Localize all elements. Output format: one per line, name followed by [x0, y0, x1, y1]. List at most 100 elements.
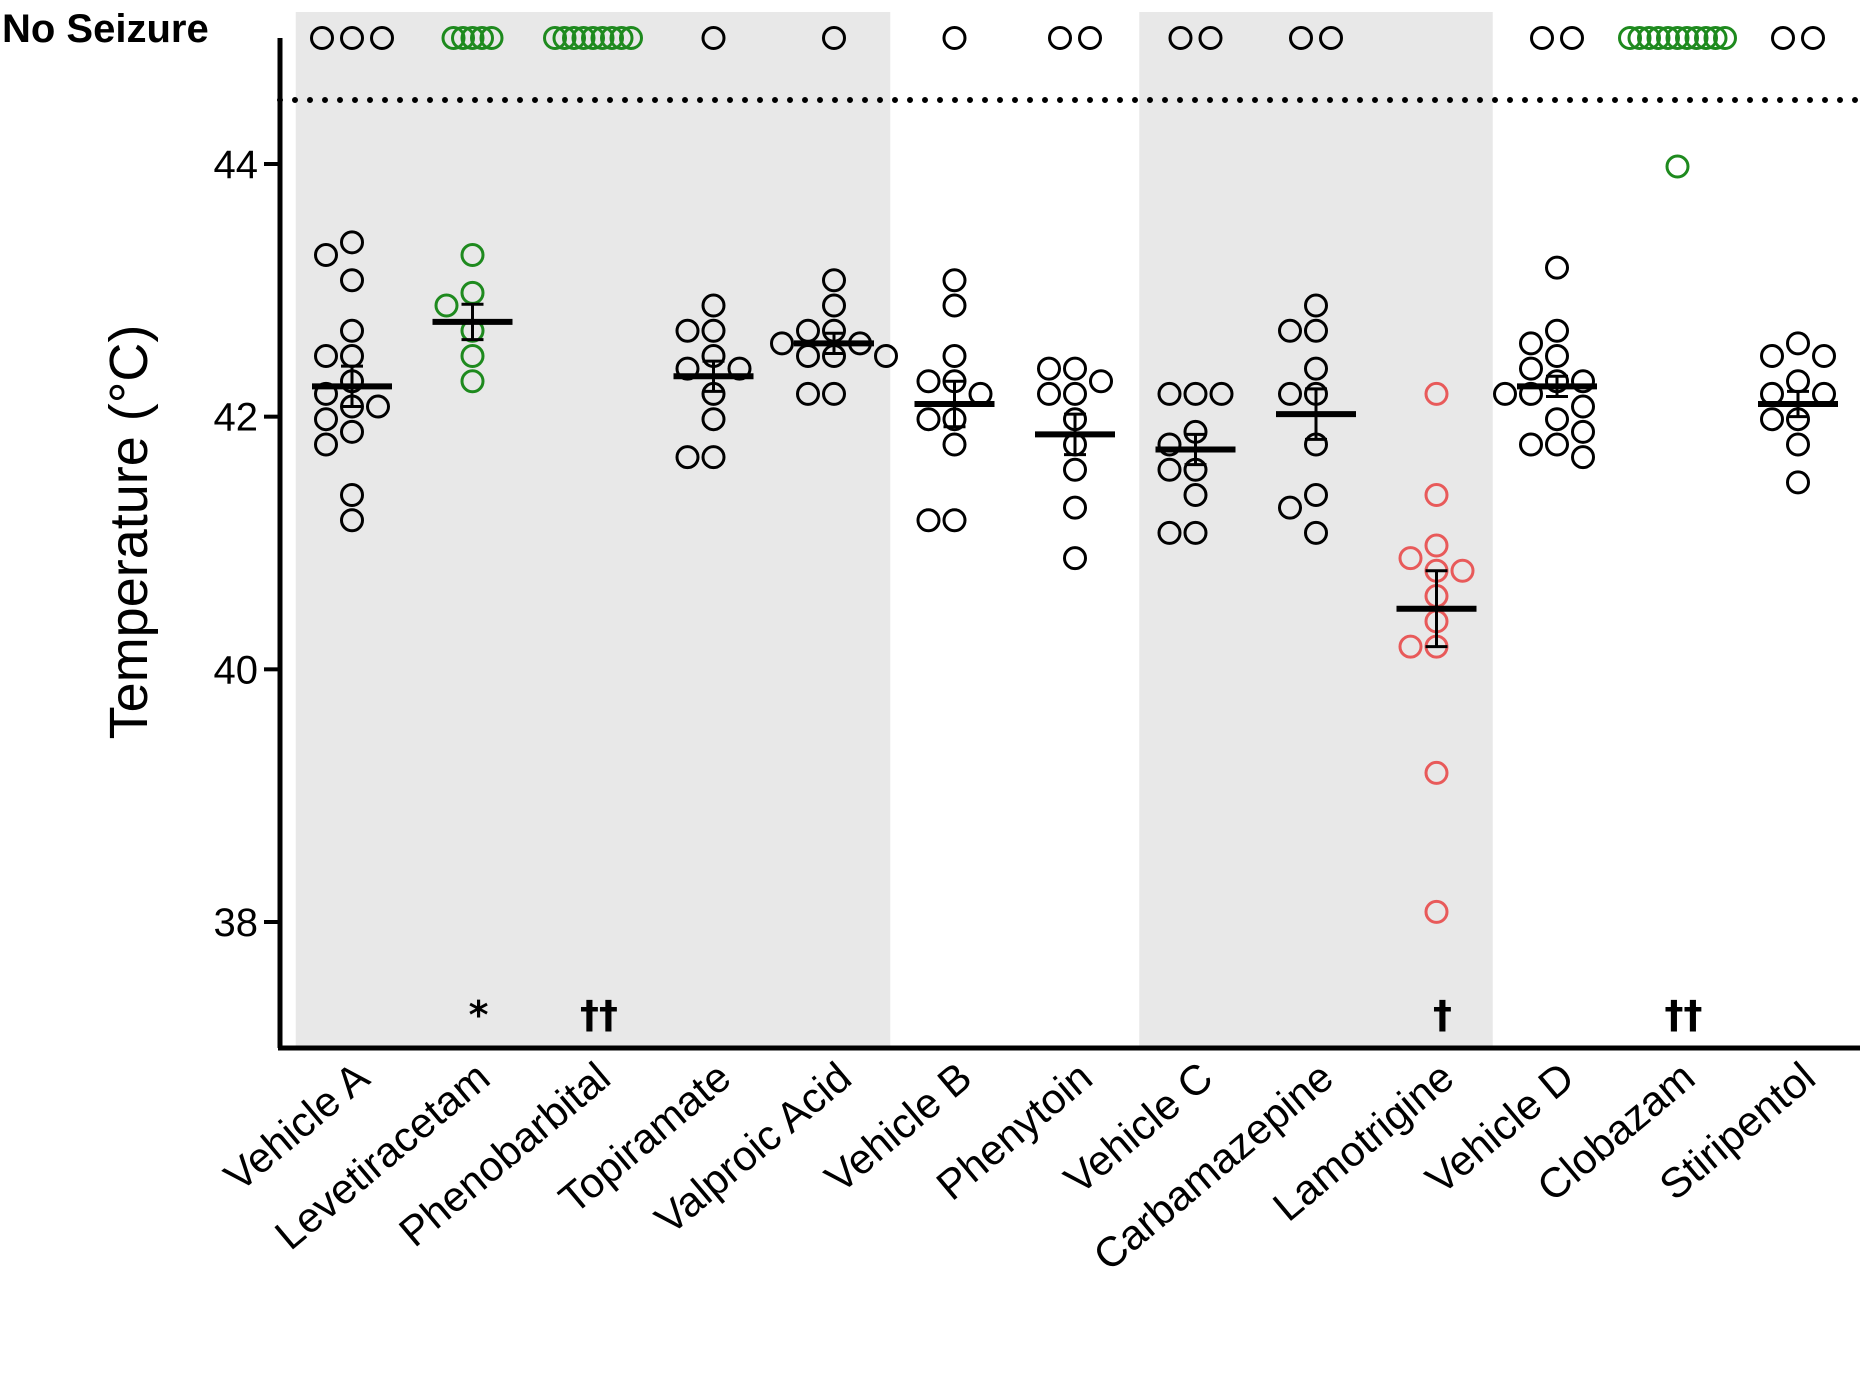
no-seizure-point: [581, 26, 605, 50]
data-point: [1398, 634, 1423, 659]
data-points: [310, 26, 1836, 924]
no-seizure-point: [1168, 26, 1193, 50]
data-point: [1424, 482, 1449, 507]
data-point: [1519, 331, 1543, 356]
data-point: [1571, 369, 1595, 394]
data-point: [434, 293, 459, 318]
data-point: [1183, 381, 1208, 406]
no-seizure-point: [1198, 26, 1223, 50]
data-point: [340, 318, 364, 343]
no-seizure-point: [370, 26, 394, 50]
shaded-band-1: [295, 12, 891, 1048]
no-seizure-point: [590, 26, 615, 50]
no-seizure-point: [600, 26, 624, 50]
no-seizure-point: [1618, 26, 1642, 50]
data-point: [1063, 356, 1087, 381]
data-point: [1545, 318, 1569, 343]
no-seizure-point: [1675, 26, 1699, 50]
data-point: [770, 331, 794, 356]
data-point: [1519, 432, 1543, 457]
data-point: [1304, 482, 1328, 507]
no-seizure-point: [1801, 26, 1825, 50]
no-seizure-point: [1684, 26, 1709, 50]
data-point: [460, 369, 485, 394]
data-point: [942, 432, 967, 457]
no-seizure-point: [1530, 26, 1554, 50]
no-seizure-point: [340, 26, 364, 50]
data-point: [942, 508, 967, 533]
data-point: [1450, 558, 1475, 583]
data-point: [1157, 520, 1182, 545]
no-seizure-point: [1665, 26, 1690, 50]
data-point: [1183, 482, 1208, 507]
no-seizure-point: [1646, 26, 1671, 50]
no-seizure-point: [1319, 26, 1343, 50]
data-point: [701, 445, 726, 470]
no-seizure-point: [1048, 26, 1072, 50]
data-point: [1571, 394, 1595, 419]
data-point: [796, 381, 820, 406]
data-point: [340, 268, 364, 293]
data-point: [340, 419, 364, 444]
no-seizure-point: [1656, 26, 1680, 50]
no-seizure-point: [1713, 26, 1737, 50]
data-point: [1786, 470, 1810, 495]
significance-marker: *: [469, 993, 489, 1037]
data-point: [1304, 293, 1328, 318]
no-seizure-point: [1771, 26, 1795, 50]
data-point: [1424, 760, 1449, 785]
no-seizure-point: [451, 26, 475, 50]
data-point: [1760, 344, 1784, 369]
data-point: [1812, 344, 1836, 369]
data-point: [1063, 495, 1087, 520]
data-point: [1545, 407, 1569, 432]
data-point: [1209, 381, 1234, 406]
y-tick-label: 38: [214, 901, 259, 945]
data-point: [1665, 154, 1690, 179]
no-seizure-point: [460, 26, 485, 50]
no-seizure-point: [1637, 26, 1661, 50]
data-point: [1063, 546, 1087, 571]
data-point: [1571, 445, 1595, 470]
no-seizure-point: [543, 26, 567, 50]
no-seizure-point: [479, 26, 504, 50]
data-point: [460, 242, 485, 267]
no-seizure-point: [942, 26, 967, 50]
data-point: [1063, 457, 1087, 482]
significance-marker: ††: [1665, 993, 1703, 1037]
data-point: [1183, 520, 1208, 545]
no-seizure-point: [1627, 26, 1652, 50]
no-seizure-point: [441, 26, 466, 50]
data-point: [1519, 356, 1543, 381]
data-point: [1545, 255, 1569, 280]
data-point: [366, 394, 390, 419]
data-point: [1278, 495, 1302, 520]
data-point: [340, 230, 364, 255]
no-seizure-point: [1703, 26, 1728, 50]
data-point: [1157, 457, 1182, 482]
data-point: [675, 318, 700, 343]
data-point: [1278, 381, 1302, 406]
data-point: [1304, 318, 1328, 343]
data-point: [1424, 533, 1449, 558]
no-seizure-point: [1078, 26, 1102, 50]
data-point: [701, 293, 726, 318]
significance-marker: ††: [580, 993, 618, 1037]
mean-sem-bars: [312, 302, 1838, 649]
data-point: [1278, 318, 1302, 343]
y-tick-label: 40: [214, 648, 259, 692]
data-point: [1398, 546, 1423, 571]
data-point: [1493, 381, 1517, 406]
no-seizure-point: [310, 26, 334, 50]
data-point: [1304, 356, 1328, 381]
data-point: [1037, 381, 1061, 406]
data-point: [1786, 369, 1810, 394]
data-point: [942, 293, 967, 318]
data-point: [942, 344, 967, 369]
data-point: [1786, 432, 1810, 457]
data-point: [1760, 407, 1784, 432]
no-seizure-point: [1694, 26, 1718, 50]
data-point: [701, 407, 726, 432]
no-seizure-point: [701, 26, 726, 50]
